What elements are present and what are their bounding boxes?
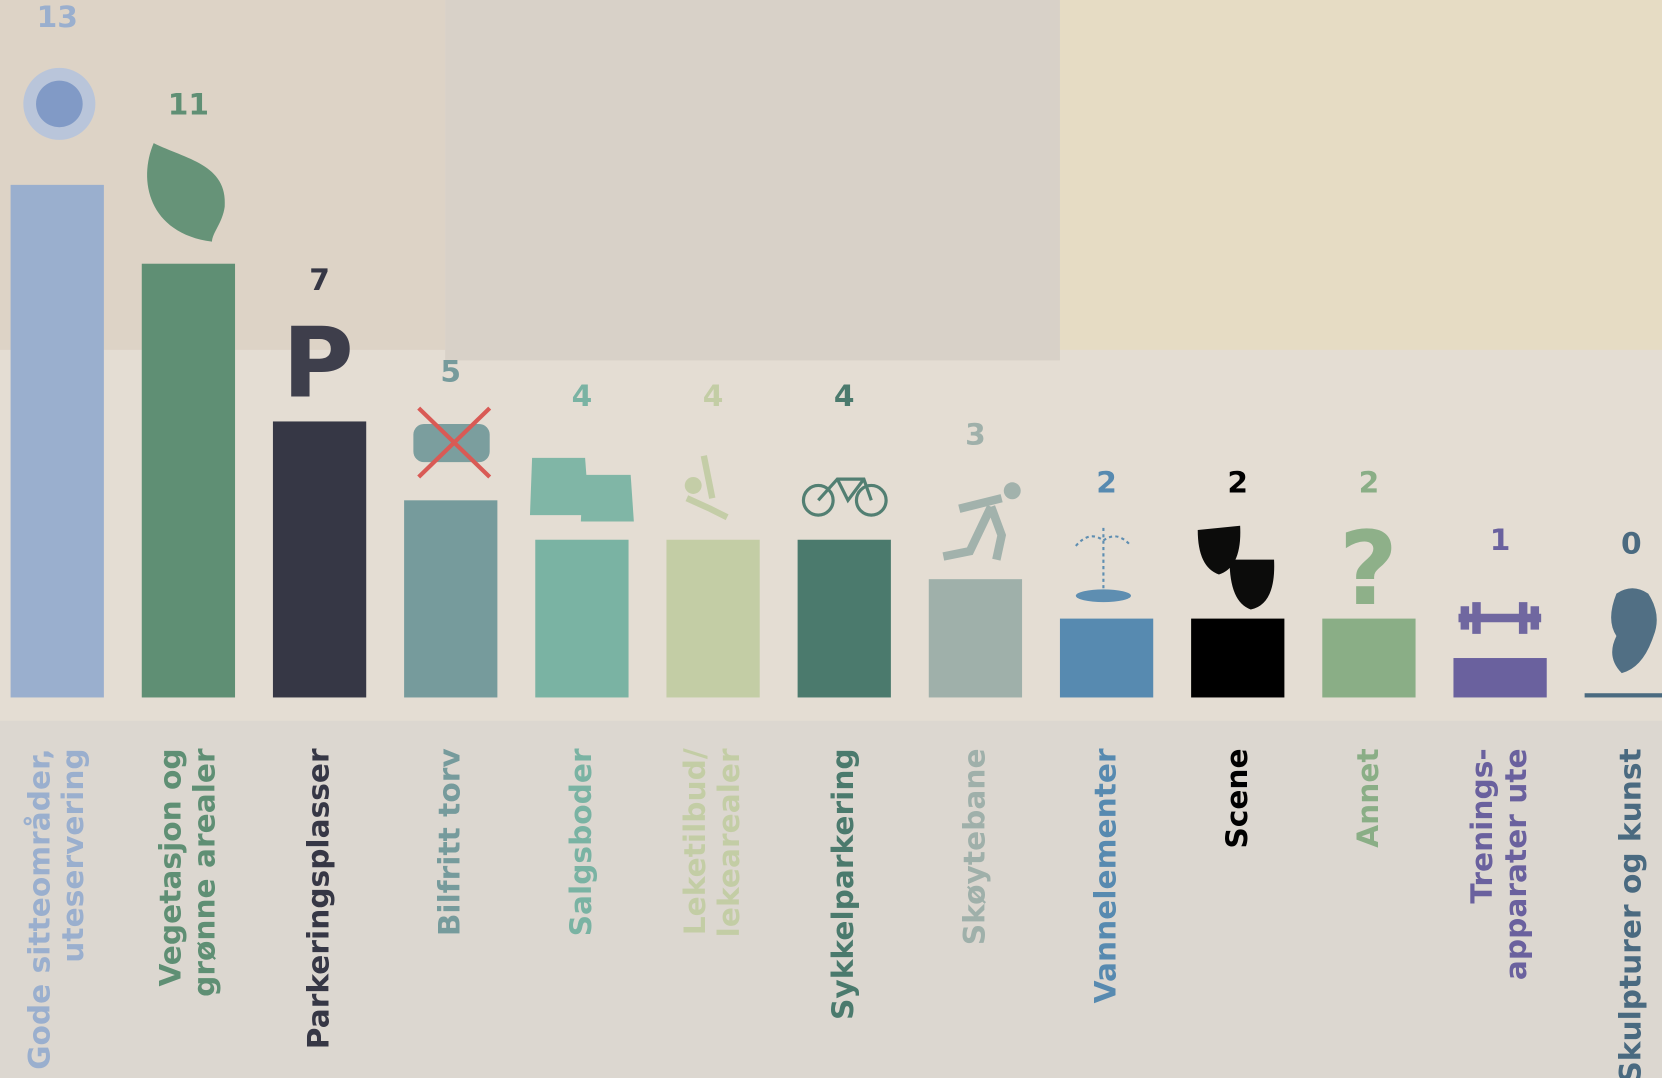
category-label: Vegetasjon oggrønne arealer [152,748,221,997]
bar [1059,618,1154,698]
masks-icon [1197,525,1275,610]
value-label: 2 [1359,464,1380,499]
category-label-line: Vegetasjon og [152,748,187,986]
bar [1453,658,1547,698]
category-label: Salgsboder [562,748,597,936]
question-icon: ? [1339,510,1398,628]
category-label-group: Vannelementer [1087,748,1122,1003]
value-label: 7 [309,262,330,297]
bar [272,421,367,698]
bar [928,579,1023,698]
value-label: 3 [965,417,986,452]
bar [1584,693,1662,698]
category-label-group: Bilfritt torv [431,748,466,936]
bar [797,539,891,698]
swing-icon [684,476,702,494]
bar [141,263,236,698]
value-label: 11 [168,86,209,121]
category-label-line: Parkeringsplasser [300,748,335,1049]
category-label: Vannelementer [1087,748,1122,1003]
bags-icon [529,457,634,522]
skater-icon [942,494,1007,561]
category-label-line: lekearealer [711,748,746,937]
bar [535,539,629,698]
category-label-group: Sykkelparkering [825,748,860,1020]
category-label-line: Trenings- [1464,748,1499,903]
dumbbell-icon [1458,602,1542,634]
value-label: 4 [703,378,724,413]
category-label-line: Gode sitteområder, [21,748,56,1069]
value-label: 1 [1490,522,1511,557]
leaf-icon [147,143,225,242]
value-label: 13 [37,0,78,34]
category-label-group: Parkeringsplasser [300,748,335,1049]
background-street [0,720,1662,1078]
background-building [1059,0,1662,350]
category-label-line: Vannelementer [1087,748,1122,1003]
value-label: 2 [1227,464,1248,499]
category-label-line: Annet [1349,748,1384,847]
bike-icon [854,483,888,517]
category-label-group: Skøytebane [956,748,991,945]
category-label: Scene [1218,748,1253,848]
skater-icon [1003,482,1021,500]
value-label: 4 [572,378,593,413]
category-label-line: Bilfritt torv [431,748,466,936]
swing-icon [685,455,729,521]
category-label: Skøytebane [956,748,991,945]
category-label-line: apparater ute [1498,748,1533,980]
bar [404,500,498,698]
value-label: 2 [1096,464,1117,499]
bar [666,539,760,698]
category-label-line: Leketilbud/ [677,748,712,935]
category-label-line: Salgsboder [562,748,597,936]
bar [10,184,104,698]
category-label-group: Scene [1218,748,1253,848]
category-label: Annet [1349,748,1384,847]
category-label-group: Trenings-apparater ute [1464,748,1533,980]
category-label-line: grønne arealer [186,748,221,997]
category-label-group: Skulpturer og kunst [1612,748,1647,1078]
value-label: 0 [1621,525,1642,560]
icons: P ? [23,67,1657,674]
category-label-group: Vegetasjon oggrønne arealer [152,748,221,997]
category-label-line: Sykkelparkering [825,748,860,1020]
fountain-icon [1075,589,1131,603]
category-label: Sykkelparkering [825,748,860,1020]
category-label-line: uteservering [55,748,90,962]
category-label: Bilfritt torv [431,748,466,936]
category-label-line: Skulpturer og kunst [1612,748,1647,1078]
bust-icon [1611,588,1657,674]
background-building [445,0,1060,361]
category-label: Skulpturer og kunst [1612,748,1647,1078]
value-label: 4 [834,378,855,413]
category-label-line: Scene [1218,748,1253,848]
parking-icon: P [282,305,353,419]
category-label-group: Leketilbud/lekearealer [677,748,746,937]
value-label: 5 [440,354,461,389]
sun-icon [36,80,83,128]
category-label-group: Salgsboder [562,748,597,936]
bike-icon [801,483,835,517]
bar [1322,618,1416,698]
category-label-line: Skøytebane [956,748,991,945]
category-label: Trenings-apparater ute [1464,748,1533,980]
category-label: Parkeringsplasser [300,748,335,1049]
bar [1191,618,1285,698]
category-label: Gode sitteområder,uteservering [21,748,90,1069]
bike-icon [817,477,873,504]
cross-icon [417,406,492,479]
category-label-group: Annet [1349,748,1384,847]
category-label: Leketilbud/lekearealer [677,748,746,937]
category-label-group: Gode sitteområder,uteservering [21,748,90,1069]
